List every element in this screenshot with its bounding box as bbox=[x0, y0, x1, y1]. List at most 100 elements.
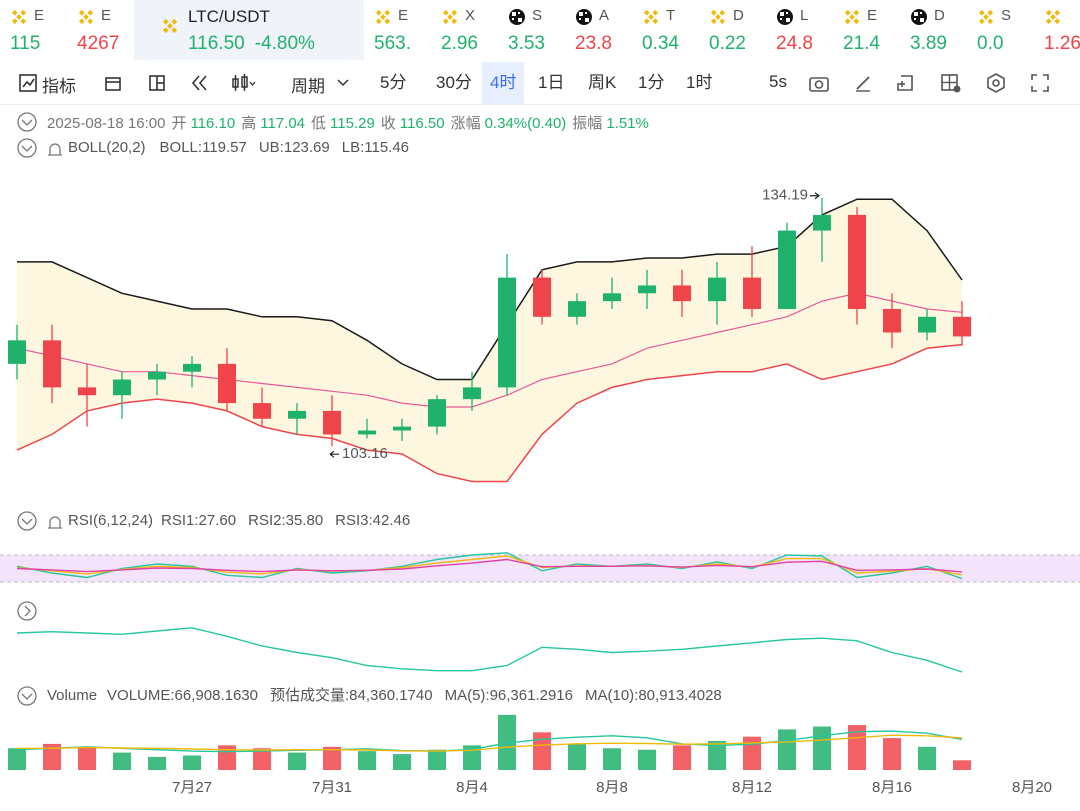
info-label: 振幅 bbox=[572, 115, 603, 132]
ticker[interactable]: E 563. bbox=[364, 0, 431, 60]
candle-body bbox=[743, 277, 761, 309]
ticker-symbol: D bbox=[733, 7, 744, 24]
ball-icon bbox=[509, 9, 525, 25]
low-annotation: 103.16 bbox=[342, 445, 388, 462]
refresh-rate[interactable]: 5s bbox=[769, 72, 787, 91]
ticker[interactable]: T 0.34 bbox=[632, 0, 699, 60]
ticker[interactable]: D 3.89 bbox=[900, 0, 967, 60]
candle-body bbox=[638, 285, 656, 294]
bnb-icon bbox=[1045, 9, 1061, 25]
selected-ticker[interactable]: LTC/USDT 116.50 -4.80% bbox=[134, 0, 364, 60]
x-tick-label: 8月12 bbox=[732, 779, 772, 796]
candle-body bbox=[113, 379, 131, 396]
candle-body bbox=[498, 277, 516, 388]
indicator-icon[interactable] bbox=[18, 73, 38, 93]
x-tick-label: 8月4 bbox=[456, 779, 488, 796]
ticker[interactable]: E 4267 bbox=[67, 0, 134, 60]
replay-icon[interactable] bbox=[190, 74, 210, 92]
x-tick-label: 8月16 bbox=[872, 779, 912, 796]
ticker[interactable]: A 23.8 bbox=[565, 0, 632, 60]
candle-body bbox=[883, 308, 901, 333]
ball-icon bbox=[777, 9, 793, 25]
bnb-icon bbox=[442, 9, 458, 25]
ticker-price: 115 bbox=[10, 33, 41, 54]
ticker-price: 24.8 bbox=[776, 33, 813, 54]
candle-body bbox=[673, 285, 691, 302]
toolbar: 指标 周期 5s 5分 30分 4时 1日 周K 1分 1时 bbox=[0, 62, 1080, 105]
add-icon[interactable] bbox=[895, 73, 915, 93]
candle-type-icon[interactable] bbox=[230, 73, 256, 93]
legend-entry: MA(5):96,361.2916 bbox=[445, 687, 573, 704]
info-value: 1.51% bbox=[606, 115, 649, 132]
tool-icon[interactable] bbox=[104, 74, 122, 92]
bnb-icon bbox=[844, 9, 860, 25]
series-line bbox=[16, 343, 963, 483]
draw-icon[interactable] bbox=[853, 73, 873, 93]
info-label: 高 bbox=[241, 115, 257, 132]
x-tick-label: 7月27 bbox=[172, 779, 212, 796]
camera-icon[interactable] bbox=[808, 73, 830, 93]
candle-body bbox=[708, 277, 726, 302]
boll-title: BOLL(20,2) bbox=[68, 139, 146, 156]
pair-price-row: 116.50 -4.80% bbox=[188, 33, 358, 55]
interval-button[interactable]: 4时 bbox=[482, 62, 525, 104]
candle-body bbox=[78, 387, 96, 396]
ticker[interactable]: E 115 bbox=[0, 0, 67, 60]
series-line bbox=[16, 552, 963, 580]
volume-bar bbox=[183, 755, 201, 770]
fullscreen-icon[interactable] bbox=[1030, 73, 1050, 93]
legend-entry: MA(10):80,913.4028 bbox=[585, 687, 722, 704]
interval-button[interactable]: 5分 bbox=[380, 73, 407, 92]
volume-bar bbox=[393, 754, 411, 770]
candle-body bbox=[533, 277, 551, 317]
ticker-price: 563. bbox=[374, 33, 411, 54]
datetime: 2025-08-18 16:00 bbox=[47, 115, 166, 132]
ticker[interactable]: L 24.8 bbox=[766, 0, 833, 60]
ticker[interactable]: E 21.4 bbox=[833, 0, 900, 60]
interval-button[interactable]: 1时 bbox=[686, 73, 713, 92]
ticker-price: 2.96 bbox=[441, 33, 478, 54]
info-value: 0.34%(0.40) bbox=[484, 115, 567, 132]
candle-body bbox=[953, 316, 971, 337]
info-label: 低 bbox=[311, 115, 327, 132]
ticker-symbol: E bbox=[34, 7, 45, 24]
ticker[interactable]: D 0.22 bbox=[699, 0, 766, 60]
candle-body bbox=[848, 214, 866, 309]
settings-icon[interactable] bbox=[986, 73, 1006, 93]
interval-button[interactable]: 30分 bbox=[436, 73, 472, 92]
bnb-icon bbox=[162, 18, 178, 34]
indicator-button[interactable]: 指标 bbox=[42, 77, 76, 96]
legend-entry: VOLUME:66,908.1630 bbox=[107, 687, 258, 704]
candle-body bbox=[393, 426, 411, 431]
candle-body bbox=[918, 316, 936, 333]
volume-bar bbox=[463, 745, 481, 770]
volume-bar bbox=[603, 748, 621, 770]
ticker[interactable]: 1.26 bbox=[1034, 0, 1080, 60]
interval-button[interactable]: 1分 bbox=[638, 73, 665, 92]
high-arrow bbox=[810, 192, 820, 200]
layout-icon[interactable] bbox=[148, 74, 166, 92]
series-line bbox=[16, 555, 963, 576]
period-button[interactable]: 周期 bbox=[291, 77, 325, 96]
bnb-icon bbox=[11, 9, 27, 25]
ticker-price: 21.4 bbox=[843, 33, 880, 54]
info-label: 涨幅 bbox=[450, 115, 481, 132]
volume-bar bbox=[428, 749, 446, 770]
ticker[interactable]: X 2.96 bbox=[431, 0, 498, 60]
settings-grid-icon[interactable] bbox=[940, 73, 962, 93]
ball-icon bbox=[576, 9, 592, 25]
ticker-symbol: D bbox=[934, 7, 945, 24]
volume-title: Volume bbox=[47, 687, 97, 704]
candle-body bbox=[358, 430, 376, 435]
interval-button[interactable]: 1日 bbox=[538, 73, 565, 92]
bnb-icon bbox=[78, 9, 94, 25]
x-tick-label: 7月31 bbox=[312, 779, 352, 796]
interval-button[interactable]: 周K bbox=[588, 73, 617, 92]
pair-price: 116.50 bbox=[188, 33, 245, 54]
ticker-symbol: A bbox=[599, 7, 610, 24]
ticker[interactable]: S 0.0 bbox=[967, 0, 1034, 60]
series-line bbox=[16, 730, 963, 753]
ticker[interactable]: S 3.53 bbox=[498, 0, 565, 60]
ticker-price: 0.0 bbox=[977, 33, 1004, 54]
